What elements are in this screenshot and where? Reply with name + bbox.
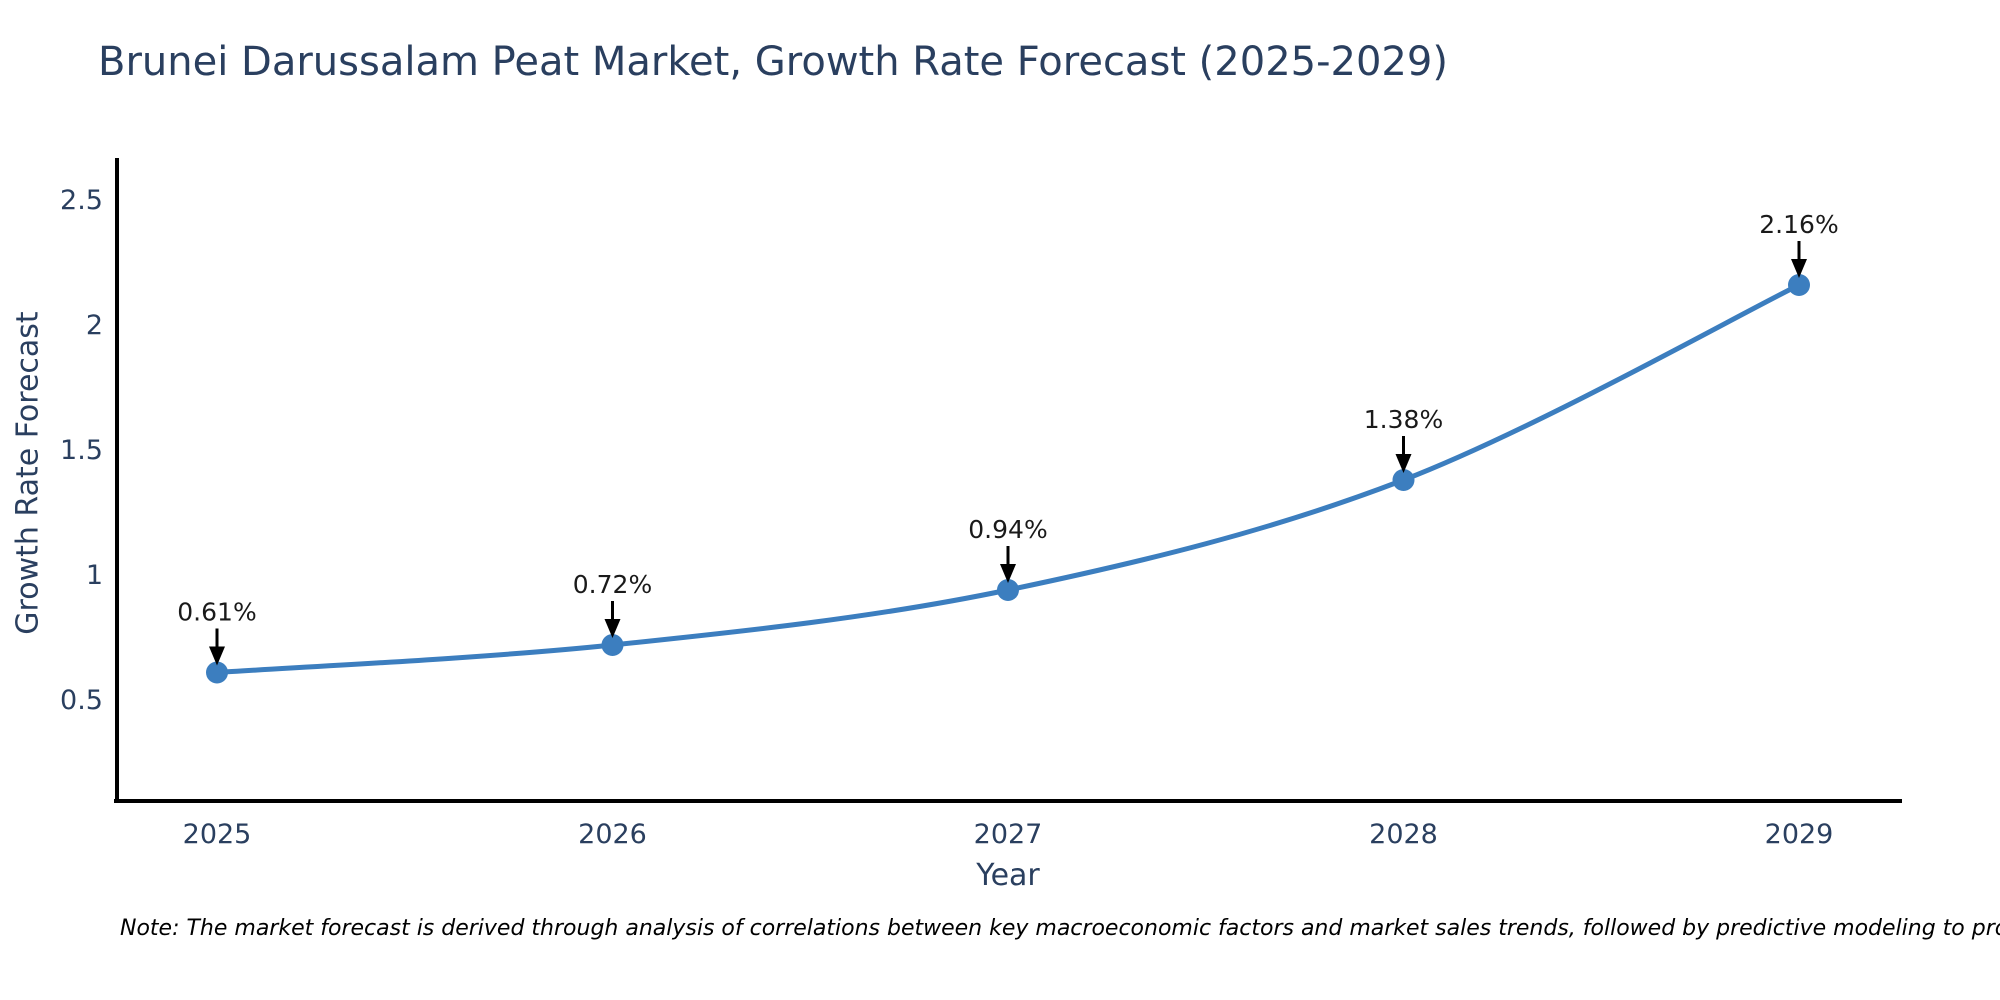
annotation-arrowhead (1000, 564, 1016, 583)
footnote: Note: The market forecast is derived thr… (120, 916, 2000, 941)
y-tick-label: 1.5 (60, 435, 103, 466)
annotation-label: 0.61% (177, 598, 256, 627)
y-tick-label: 1 (86, 560, 103, 591)
y-tick-label: 2 (86, 310, 103, 341)
annotation-arrowhead (604, 619, 621, 638)
y-tick-label: 0.5 (60, 685, 103, 716)
annotation-label: 0.72% (573, 570, 652, 599)
annotation-label: 1.38% (1364, 405, 1443, 434)
data-point (1788, 274, 1810, 296)
x-tick-label: 2025 (183, 819, 252, 850)
x-tick-label: 2026 (578, 819, 647, 850)
annotation-label: 0.94% (968, 515, 1047, 544)
x-tick-label: 2029 (1765, 819, 1834, 850)
annotation-arrowhead (209, 646, 225, 666)
annotation-arrowhead (1395, 454, 1412, 473)
annotation-label: 2.16% (1759, 210, 1838, 239)
y-tick-label: 2.5 (60, 185, 103, 216)
chart-title: Brunei Darussalam Peat Market, Growth Ra… (98, 39, 1448, 85)
data-point (601, 634, 624, 656)
annotation-arrowhead (1791, 259, 1807, 278)
x-axis-title: Year (976, 858, 1040, 893)
data-point (997, 579, 1019, 601)
data-point (1392, 469, 1415, 491)
trend-line (214, 282, 1802, 675)
x-tick-label: 2027 (974, 819, 1043, 850)
data-point (206, 661, 228, 684)
x-tick-label: 2028 (1369, 819, 1438, 850)
